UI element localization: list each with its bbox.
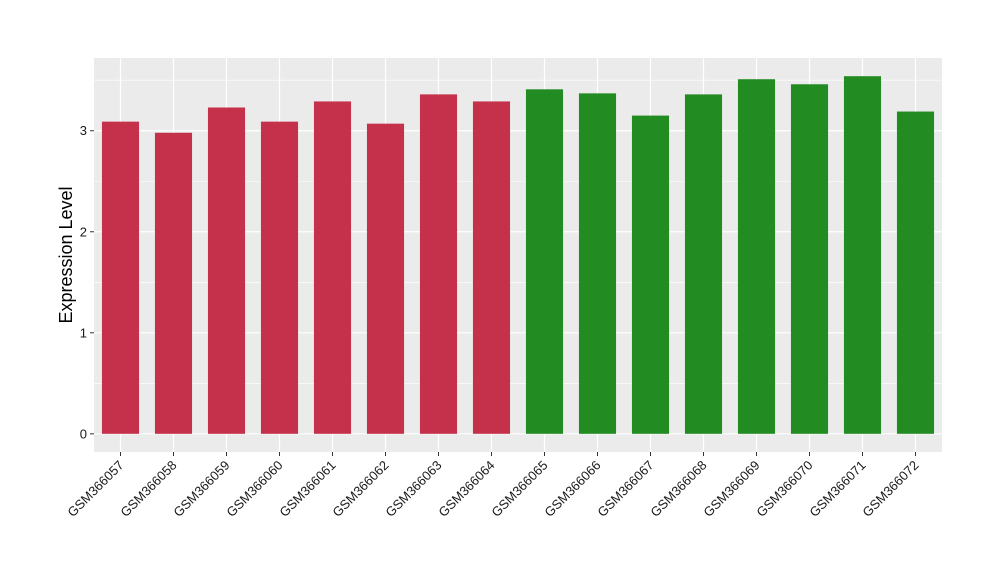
- bar-GSM366058: [154, 132, 193, 434]
- bar-GSM366067: [631, 115, 670, 434]
- bar-GSM366065: [525, 89, 564, 434]
- bar-GSM366062: [366, 123, 405, 434]
- bar-GSM366069: [737, 79, 776, 434]
- x-axis: GSM366057GSM366058GSM366059GSM366060GSM3…: [64, 452, 922, 520]
- bar-GSM366063: [419, 94, 458, 434]
- x-tick-label: GSM366072: [859, 458, 921, 520]
- bar-GSM366061: [313, 101, 352, 434]
- bar-GSM366071: [843, 76, 882, 434]
- y-axis: 0 1 2 3: [80, 123, 94, 441]
- y-axis-title: Expression Level: [56, 186, 76, 323]
- y-tick-label: 2: [80, 224, 87, 239]
- bars: [101, 76, 935, 434]
- bar-GSM366057: [101, 121, 140, 434]
- y-tick-label: 0: [80, 426, 87, 441]
- bar-GSM366072: [896, 111, 935, 434]
- bar-GSM366066: [578, 93, 617, 434]
- y-tick-label: 3: [80, 123, 87, 138]
- bar-GSM366068: [684, 94, 723, 434]
- bar-GSM366070: [790, 84, 829, 434]
- bar-GSM366060: [260, 121, 299, 434]
- y-tick-label: 1: [80, 325, 87, 340]
- bar-GSM366064: [472, 101, 511, 434]
- bar-GSM366059: [207, 107, 246, 434]
